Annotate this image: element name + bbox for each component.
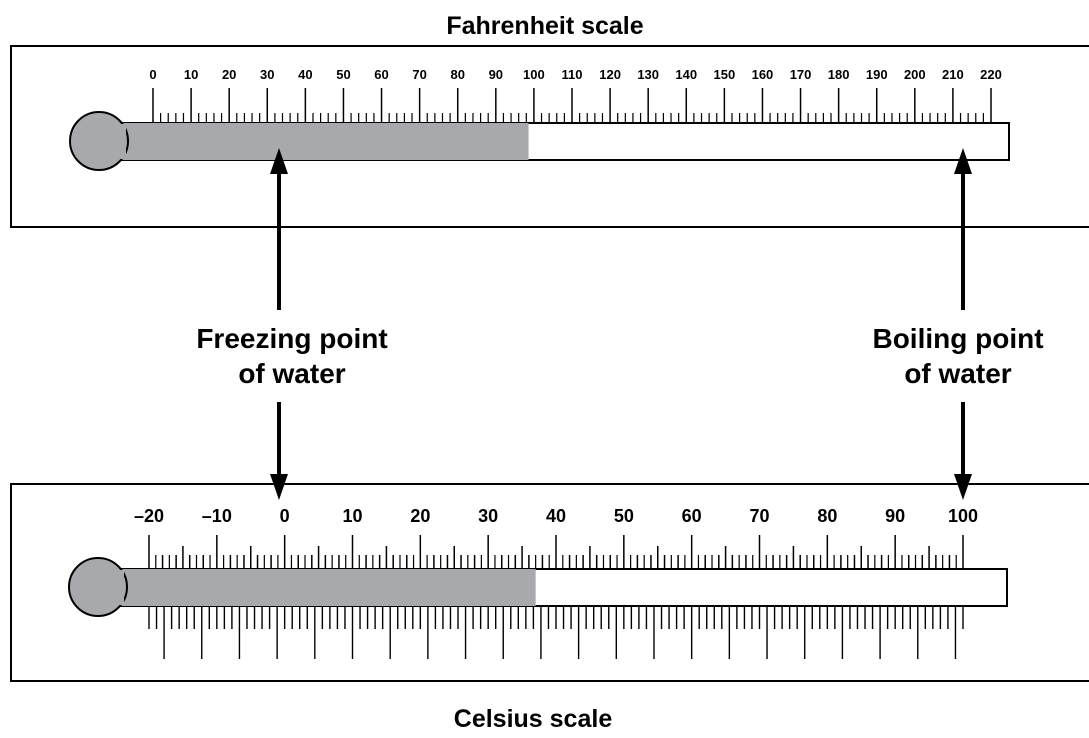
fahrenheit-tick-label: 180 [828,67,850,82]
celsius-panel: –20 –10 0 10 20 30 40 50 60 70 80 90 100 Celsius sca… [10,483,1089,733]
fahrenheit-tick-label: 140 [675,67,697,82]
celsius-bulb [68,557,128,617]
fahrenheit-title: Fahrenheit scale [446,12,643,40]
fahrenheit-liquid [120,123,529,160]
celsius-tick-label: 100 [948,506,978,526]
fahrenheit-tick-label: 20 [222,67,236,82]
fahrenheit-ticks [152,88,992,122]
celsius-title: Celsius scale [454,705,613,733]
boiling-label-line2: of water [904,358,1011,389]
fahrenheit-tick-label: 90 [489,67,503,82]
fahrenheit-tick-label: 120 [599,67,621,82]
celsius-bulb-neck [116,570,124,605]
fahrenheit-tick-label: 200 [904,67,926,82]
fahrenheit-tick-label: 110 [562,67,583,82]
boiling-arrow-up-head [954,148,972,174]
celsius-tick-label: 70 [749,506,769,526]
celsius-tick-label: 80 [817,506,837,526]
celsius-tick-label: 0 [280,506,290,526]
freezing-arrow-up-head [270,148,288,174]
fahrenheit-tick-label: 100 [523,67,545,82]
celsius-tick-label: 60 [682,506,702,526]
fahrenheit-panel: Fahrenheit scale 0 10 20 30 40 50 60 70 80 90 100 1… [10,12,1089,228]
fahrenheit-tick-label: 50 [336,67,350,82]
fahrenheit-tick-label: 80 [450,67,464,82]
fahrenheit-tick-label: 150 [714,67,736,82]
fahrenheit-tick-label: 130 [637,67,659,82]
boiling-point-arrows: Boiling point of water [872,148,1044,500]
boiling-label-line1: Boiling point [872,323,1043,354]
celsius-tick-label: 90 [885,506,905,526]
fahrenheit-tick-label: 160 [752,67,774,82]
fahrenheit-bulb [69,111,129,171]
fahrenheit-tick-label: 10 [184,67,198,82]
fahrenheit-frame [10,45,1089,228]
boiling-arrow-down-head [954,474,972,500]
celsius-tick-label: 20 [410,506,430,526]
celsius-tick-label: –10 [202,506,232,526]
fahrenheit-tick-label: 170 [790,67,812,82]
fahrenheit-tick-label: 30 [260,67,274,82]
fahrenheit-tick-labels: 0 10 20 30 40 50 60 70 80 90 100 110 120 130 140 150 160… [149,67,1001,82]
fahrenheit-tick-label: 60 [374,67,388,82]
celsius-tick-label: 40 [546,506,566,526]
freezing-point-arrows: Freezing point of water [196,148,388,500]
fahrenheit-tick-label: 220 [980,67,1002,82]
celsius-liquid [118,569,536,606]
fahrenheit-tick-label: 70 [412,67,426,82]
celsius-tick-label: 50 [614,506,634,526]
freezing-label-line1: Freezing point [196,323,387,354]
freezing-arrow-down-head [270,474,288,500]
freezing-label-line2: of water [238,358,345,389]
fahrenheit-tick-label: 210 [942,67,964,82]
celsius-tick-labels: –20 –10 0 10 20 30 40 50 60 70 80 90 100 [134,506,978,526]
celsius-tick-label: 30 [478,506,498,526]
fahrenheit-tick-label: 40 [298,67,312,82]
fahrenheit-tick-label: 0 [149,67,156,82]
fahrenheit-bulb-neck [118,124,126,159]
celsius-frame [10,483,1089,682]
celsius-tick-label: 10 [342,506,362,526]
celsius-tick-label: –20 [134,506,164,526]
fahrenheit-tick-label: 190 [866,67,888,82]
celsius-ticks [148,535,964,659]
